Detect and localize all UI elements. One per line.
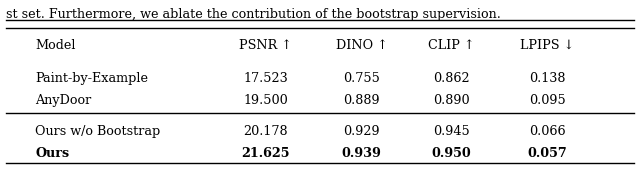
Text: 0.939: 0.939 <box>342 147 381 160</box>
Text: DINO ↑: DINO ↑ <box>336 39 387 52</box>
Text: 0.929: 0.929 <box>343 125 380 138</box>
Text: 0.862: 0.862 <box>433 72 470 85</box>
Text: 0.889: 0.889 <box>343 94 380 107</box>
Text: 0.057: 0.057 <box>527 147 567 160</box>
Text: 0.755: 0.755 <box>343 72 380 85</box>
Text: 21.625: 21.625 <box>241 147 290 160</box>
Text: 19.500: 19.500 <box>243 94 288 107</box>
Text: 0.890: 0.890 <box>433 94 470 107</box>
Text: st set. Furthermore, we ablate the contribution of the bootstrap supervision.: st set. Furthermore, we ablate the contr… <box>6 8 501 21</box>
Text: 17.523: 17.523 <box>243 72 288 85</box>
Text: Paint-by-Example: Paint-by-Example <box>35 72 148 85</box>
Text: Ours w/o Bootstrap: Ours w/o Bootstrap <box>35 125 161 138</box>
Text: 20.178: 20.178 <box>243 125 288 138</box>
Text: Model: Model <box>35 39 76 52</box>
Text: 0.138: 0.138 <box>529 72 566 85</box>
Text: Ours: Ours <box>35 147 69 160</box>
Text: 0.945: 0.945 <box>433 125 470 138</box>
Text: CLIP ↑: CLIP ↑ <box>428 39 474 52</box>
Text: 0.066: 0.066 <box>529 125 566 138</box>
Text: LPIPS ↓: LPIPS ↓ <box>520 39 574 52</box>
Text: 0.095: 0.095 <box>529 94 566 107</box>
Text: AnyDoor: AnyDoor <box>35 94 92 107</box>
Text: PSNR ↑: PSNR ↑ <box>239 39 292 52</box>
Text: 0.950: 0.950 <box>431 147 471 160</box>
